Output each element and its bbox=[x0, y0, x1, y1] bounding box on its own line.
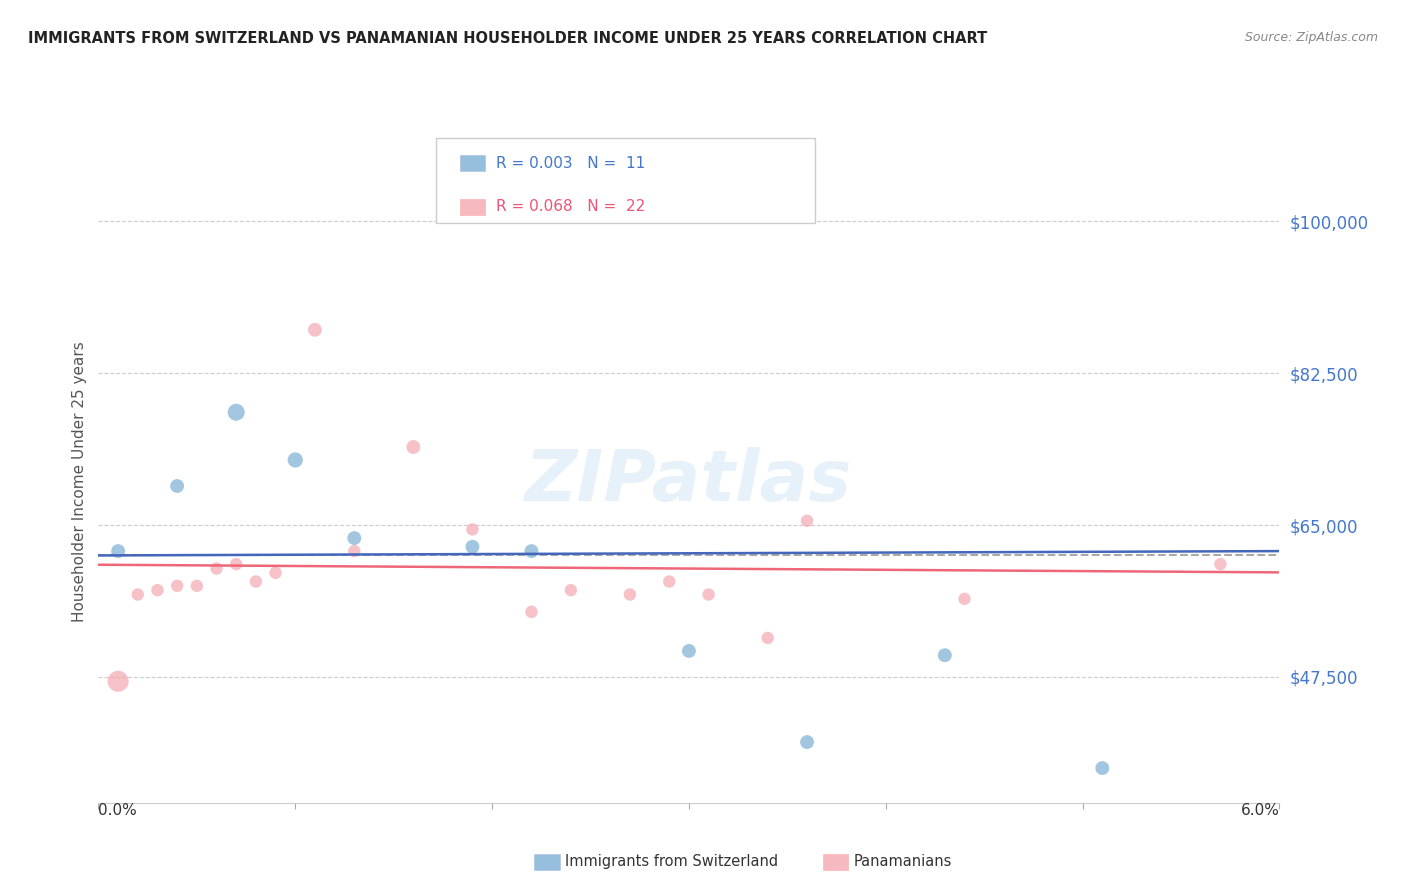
Point bbox=[225, 405, 247, 419]
Point bbox=[796, 735, 818, 749]
Point bbox=[796, 514, 818, 528]
Point bbox=[619, 587, 641, 601]
Text: R = 0.003   N =  11: R = 0.003 N = 11 bbox=[496, 156, 645, 170]
Y-axis label: Householder Income Under 25 years: Householder Income Under 25 years bbox=[72, 342, 87, 622]
Point bbox=[304, 323, 326, 337]
Point bbox=[343, 544, 366, 558]
Point bbox=[1091, 761, 1114, 775]
Point bbox=[1209, 557, 1232, 571]
Point bbox=[166, 479, 188, 493]
Point bbox=[264, 566, 287, 580]
Text: ZIPatlas: ZIPatlas bbox=[526, 447, 852, 516]
Point bbox=[934, 648, 956, 663]
Point bbox=[520, 605, 543, 619]
Point bbox=[402, 440, 425, 454]
Point bbox=[107, 544, 129, 558]
Point bbox=[225, 557, 247, 571]
Point bbox=[146, 583, 169, 598]
Point bbox=[245, 574, 267, 589]
Point bbox=[166, 579, 188, 593]
Point bbox=[756, 631, 779, 645]
Point bbox=[107, 674, 129, 689]
Point bbox=[186, 579, 208, 593]
Point bbox=[461, 540, 484, 554]
Point bbox=[697, 587, 720, 601]
Point bbox=[343, 531, 366, 545]
Point bbox=[658, 574, 681, 589]
Point bbox=[953, 591, 976, 606]
Point bbox=[678, 644, 700, 658]
Point bbox=[127, 587, 149, 601]
Text: 6.0%: 6.0% bbox=[1240, 803, 1279, 818]
Text: Panamanians: Panamanians bbox=[853, 855, 952, 869]
Point bbox=[560, 583, 582, 598]
Text: IMMIGRANTS FROM SWITZERLAND VS PANAMANIAN HOUSEHOLDER INCOME UNDER 25 YEARS CORR: IMMIGRANTS FROM SWITZERLAND VS PANAMANIA… bbox=[28, 31, 987, 46]
Point bbox=[284, 453, 307, 467]
Text: 0.0%: 0.0% bbox=[98, 803, 138, 818]
Text: R = 0.068   N =  22: R = 0.068 N = 22 bbox=[496, 199, 645, 214]
Point bbox=[520, 544, 543, 558]
Point bbox=[205, 561, 228, 575]
Text: Immigrants from Switzerland: Immigrants from Switzerland bbox=[565, 855, 779, 869]
Text: Source: ZipAtlas.com: Source: ZipAtlas.com bbox=[1244, 31, 1378, 45]
Point bbox=[461, 523, 484, 537]
